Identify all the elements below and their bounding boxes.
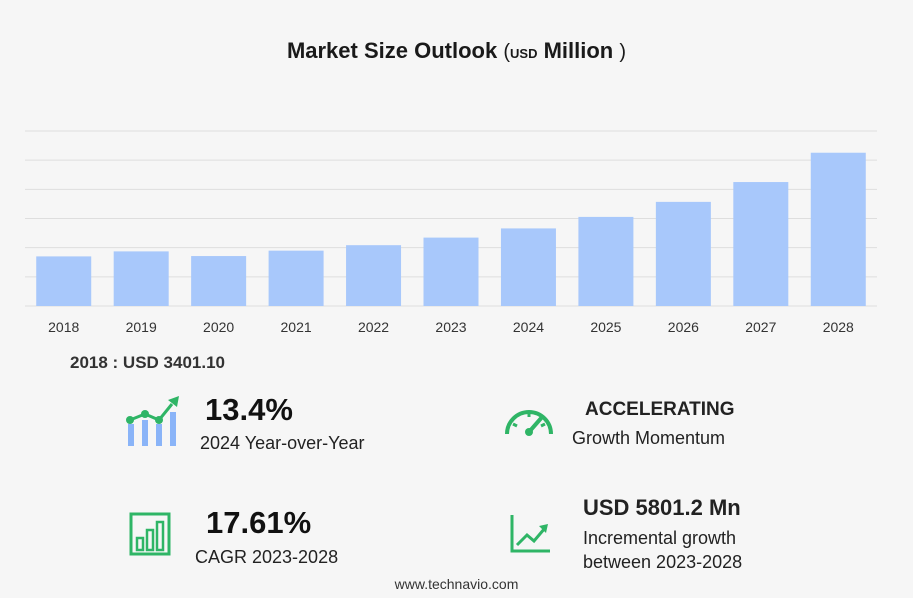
x-tick-label: 2028 [823,319,854,335]
bar-2022 [346,245,402,306]
cagr-value: 17.61% [206,505,312,540]
bar-2025 [578,216,634,306]
x-tick-label: 2018 [48,319,79,335]
bar-chart-icon [129,512,171,556]
title-paren-close: ) [619,41,627,63]
x-tick-label: 2021 [281,319,312,335]
yoy-label: 2024 Year-over-Year [200,433,365,453]
bar-2028 [810,152,866,306]
cagr-label: CAGR 2023-2028 [195,547,339,567]
incremental-value: USD 5801.2 Mn [583,495,741,520]
bar-2026 [655,201,711,306]
x-tick-label: 2026 [668,319,699,335]
x-tick-label: 2020 [203,319,234,335]
incremental-label-line1: Incremental growth [583,528,737,548]
speedometer-icon [505,410,553,436]
base-year-value: 2018 : USD 3401.10 [70,353,225,372]
growth-chart-icon [126,396,179,446]
bar-2021 [268,250,324,306]
source-footer: www.technavio.com [394,576,519,592]
x-tick-label: 2022 [358,319,389,335]
title-unit-currency: USD [510,46,538,61]
momentum-value: ACCELERATING [585,399,735,420]
incremental-label-line2: between 2023-2028 [583,552,743,572]
x-tick-label: 2023 [435,319,466,335]
trend-line-icon [510,515,550,553]
yoy-value: 13.4% [205,392,293,427]
bar-2023 [423,237,479,306]
bar-2020 [191,256,247,306]
bar-2019 [113,251,169,306]
bar-chart: 2018 2019 2020 2021 2022 2023 2024 2025 2026 2027… [25,130,877,335]
chart-title-main: Market Size Outlook [286,38,498,63]
bar-2027 [733,182,789,306]
title-unit-scale: Million [543,38,614,63]
chart-title: Market Size Outlook (USD Million ) [0,38,913,64]
bar-2024 [500,228,556,306]
bar-2018 [36,256,92,306]
title-paren-open: ( [503,41,511,63]
momentum-label: Growth Momentum [572,428,726,448]
x-tick-label: 2027 [745,319,776,335]
x-tick-label: 2019 [126,319,157,335]
x-tick-label: 2024 [513,319,544,335]
x-tick-label: 2025 [590,319,621,335]
